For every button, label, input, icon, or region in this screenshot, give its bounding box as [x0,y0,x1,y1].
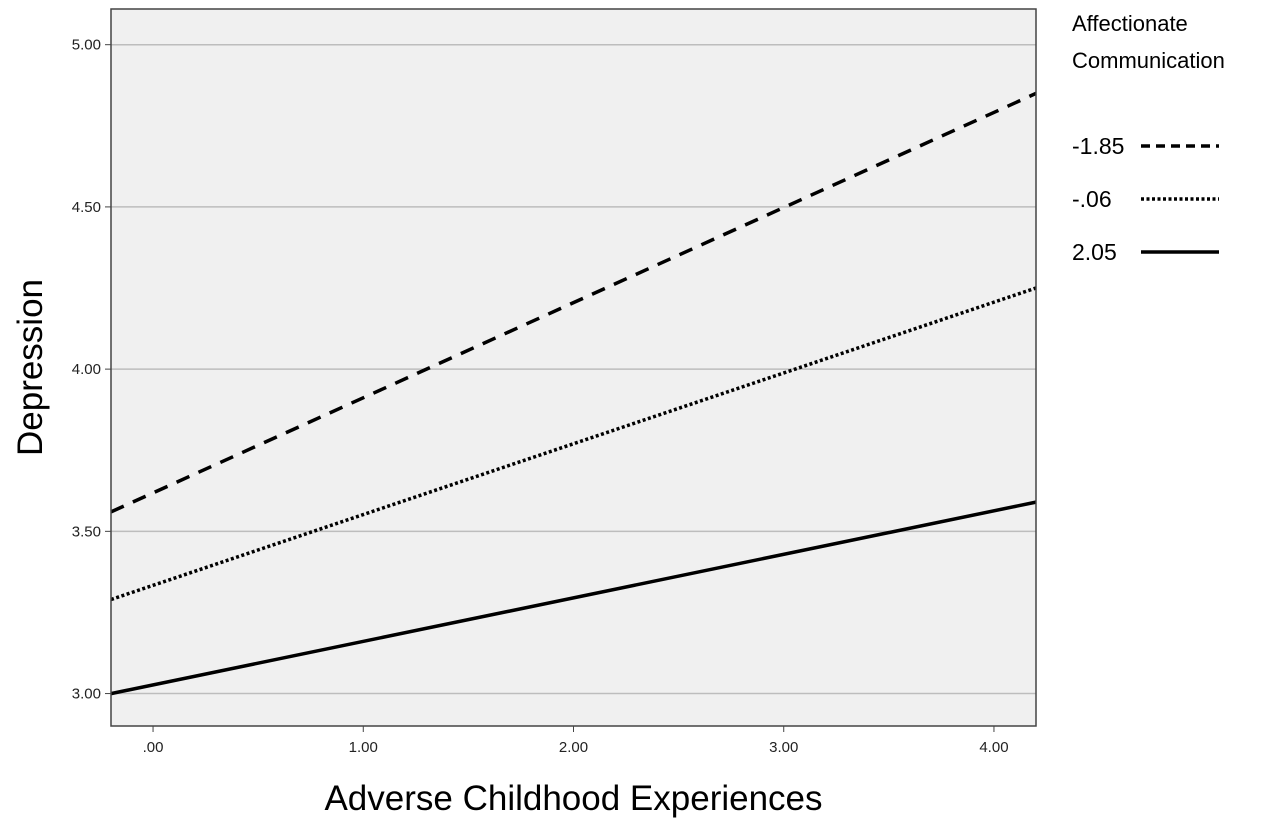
y-tick-label: 3.00 [72,686,101,703]
x-tick-label: 1.00 [349,739,378,756]
x-tick-label: .00 [143,739,164,756]
y-tick-label: 5.00 [72,37,101,54]
legend-entries: -1.85 -.06 2.05 [1072,133,1219,265]
x-tick-label: 4.00 [979,739,1008,756]
series-line [110,91,1037,514]
legend: Affectionate Communication -1.85 -.06 2.05 [1072,11,1225,265]
x-axis-ticks: .00 1.00 2.00 3.00 4.00 [143,726,1009,756]
x-tick-label: 2.00 [559,739,588,756]
gridlines [111,43,1036,695]
x-tick-label: 3.00 [769,739,798,756]
y-axis-label: Depression [11,279,50,456]
y-tick-label: 3.50 [72,523,101,540]
legend-label: -.06 [1072,186,1112,212]
series-lines [110,91,1037,696]
legend-label: -1.85 [1072,133,1124,159]
y-tick-label: 4.50 [72,199,101,216]
series-line [110,500,1037,696]
y-axis-ticks: 3.00 3.50 4.00 4.50 5.00 [72,37,111,703]
legend-label: 2.05 [1072,239,1117,265]
legend-title-line-2: Communication [1072,48,1225,73]
legend-title-line-1: Affectionate [1072,11,1188,36]
plot-area [111,9,1036,726]
y-tick-label: 4.00 [72,361,101,378]
x-axis-label: Adverse Childhood Experiences [324,779,822,818]
